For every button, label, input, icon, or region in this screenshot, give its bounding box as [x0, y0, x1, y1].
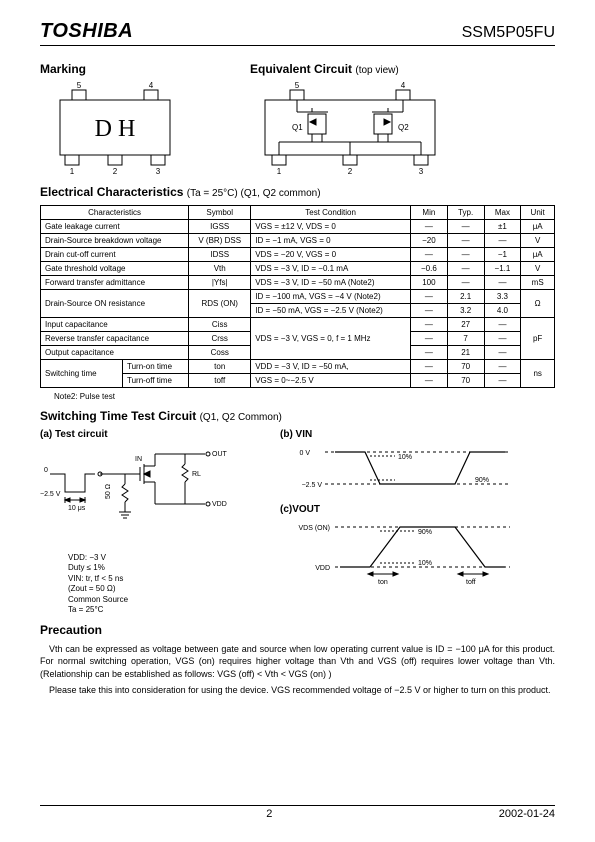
svg-text:IN: IN [135, 456, 142, 463]
svg-text:toff: toff [466, 579, 476, 586]
svg-text:0: 0 [44, 467, 48, 474]
svg-text:10 μs: 10 μs [68, 505, 86, 512]
svg-text:4: 4 [149, 82, 154, 90]
svg-text:Q2: Q2 [398, 123, 409, 132]
svg-text:OUT: OUT [212, 451, 228, 458]
svg-text:5: 5 [295, 82, 300, 90]
svg-text:90%: 90% [475, 477, 489, 484]
toshiba-logo: TOSHIBA [40, 20, 133, 43]
table-row: Switching time Turn-on time ton VDD = −3… [41, 360, 555, 374]
table-row: Gate leakage currentIGSSVGS = ±12 V, VDS… [41, 220, 555, 234]
vin-waveform: 0 V −2.5 V 10% 90% [280, 444, 520, 499]
test-circuit-diagram: 0 −2.5 V 10 μs IN OUT RL VDD 50 Ω [40, 444, 250, 544]
svg-text:2: 2 [113, 167, 118, 176]
marking-diagram: 5 4 1 2 3 D H [40, 82, 190, 177]
table-row: Input capacitanceCissVDS = −3 V, VGS = 0… [41, 318, 555, 332]
svg-text:−2.5 V: −2.5 V [302, 482, 323, 489]
equivalent-circuit-diagram: 5 4 1 2 3 [250, 82, 450, 177]
table-row: Drain-Source ON resistance RDS (ON) ID =… [41, 290, 555, 304]
svg-text:2: 2 [348, 167, 353, 176]
svg-text:0 V: 0 V [299, 450, 310, 457]
sub-a: (a) Test circuit [40, 429, 250, 440]
svg-text:ton: ton [378, 579, 388, 586]
section-marking: Marking [40, 62, 190, 76]
test-params: VDD: −3 V Duty ≤ 1% VIN: tr, tf < 5 ns (… [68, 553, 250, 615]
page-footer: 2 2002-01-24 [40, 805, 555, 820]
characteristics-table: Characteristics Symbol Test Condition Mi… [40, 205, 555, 388]
svg-text:90%: 90% [418, 529, 432, 536]
svg-text:Q1: Q1 [292, 123, 303, 132]
section-equivalent: Equivalent Circuit (top view) [250, 62, 460, 76]
sub-b: (b) VIN [280, 429, 520, 440]
section-switching: Switching Time Test Circuit (Q1, Q2 Comm… [40, 409, 555, 423]
section-electrical: Electrical Characteristics (Ta = 25°C) (… [40, 185, 555, 199]
part-number: SSM5P05FU [462, 24, 555, 42]
svg-text:3: 3 [419, 167, 424, 176]
section-precaution: Precaution [40, 623, 555, 637]
svg-text:10%: 10% [398, 454, 412, 461]
table-row: Forward transfer admittance|Yfs|VDS = −3… [41, 276, 555, 290]
svg-text:50 Ω: 50 Ω [105, 484, 112, 499]
precaution-p2: Please take this into consideration for … [40, 684, 555, 696]
svg-text:4: 4 [401, 82, 406, 90]
svg-text:RL: RL [192, 471, 201, 478]
svg-text:−2.5 V: −2.5 V [40, 491, 61, 498]
svg-text:VDD: VDD [212, 501, 227, 508]
vout-waveform: VDS (ON) VDD 90% 10% ton toff [280, 519, 520, 589]
footer-date: 2002-01-24 [499, 808, 555, 820]
svg-text:1: 1 [70, 167, 75, 176]
svg-text:5: 5 [77, 82, 82, 90]
table-row: Drain-Source breakdown voltageV (BR) DSS… [41, 234, 555, 248]
svg-text:10%: 10% [418, 560, 432, 567]
page-header: TOSHIBA SSM5P05FU [40, 20, 555, 46]
precaution-p1: Vth can be expressed as voltage between … [40, 643, 555, 679]
note2-text: Note2: Pulse test [54, 392, 555, 401]
sub-c: (c)VOUT [280, 504, 520, 515]
svg-text:1: 1 [277, 167, 282, 176]
svg-text:3: 3 [156, 167, 161, 176]
svg-text:VDD: VDD [315, 565, 330, 572]
table-row: Drain cut-off currentIDSSVDS = −20 V, VG… [41, 248, 555, 262]
page-number: 2 [266, 808, 272, 820]
svg-text:D H: D H [95, 116, 136, 142]
svg-text:VDS (ON): VDS (ON) [299, 525, 331, 532]
table-row: Gate threshold voltageVthVDS = −3 V, ID … [41, 262, 555, 276]
